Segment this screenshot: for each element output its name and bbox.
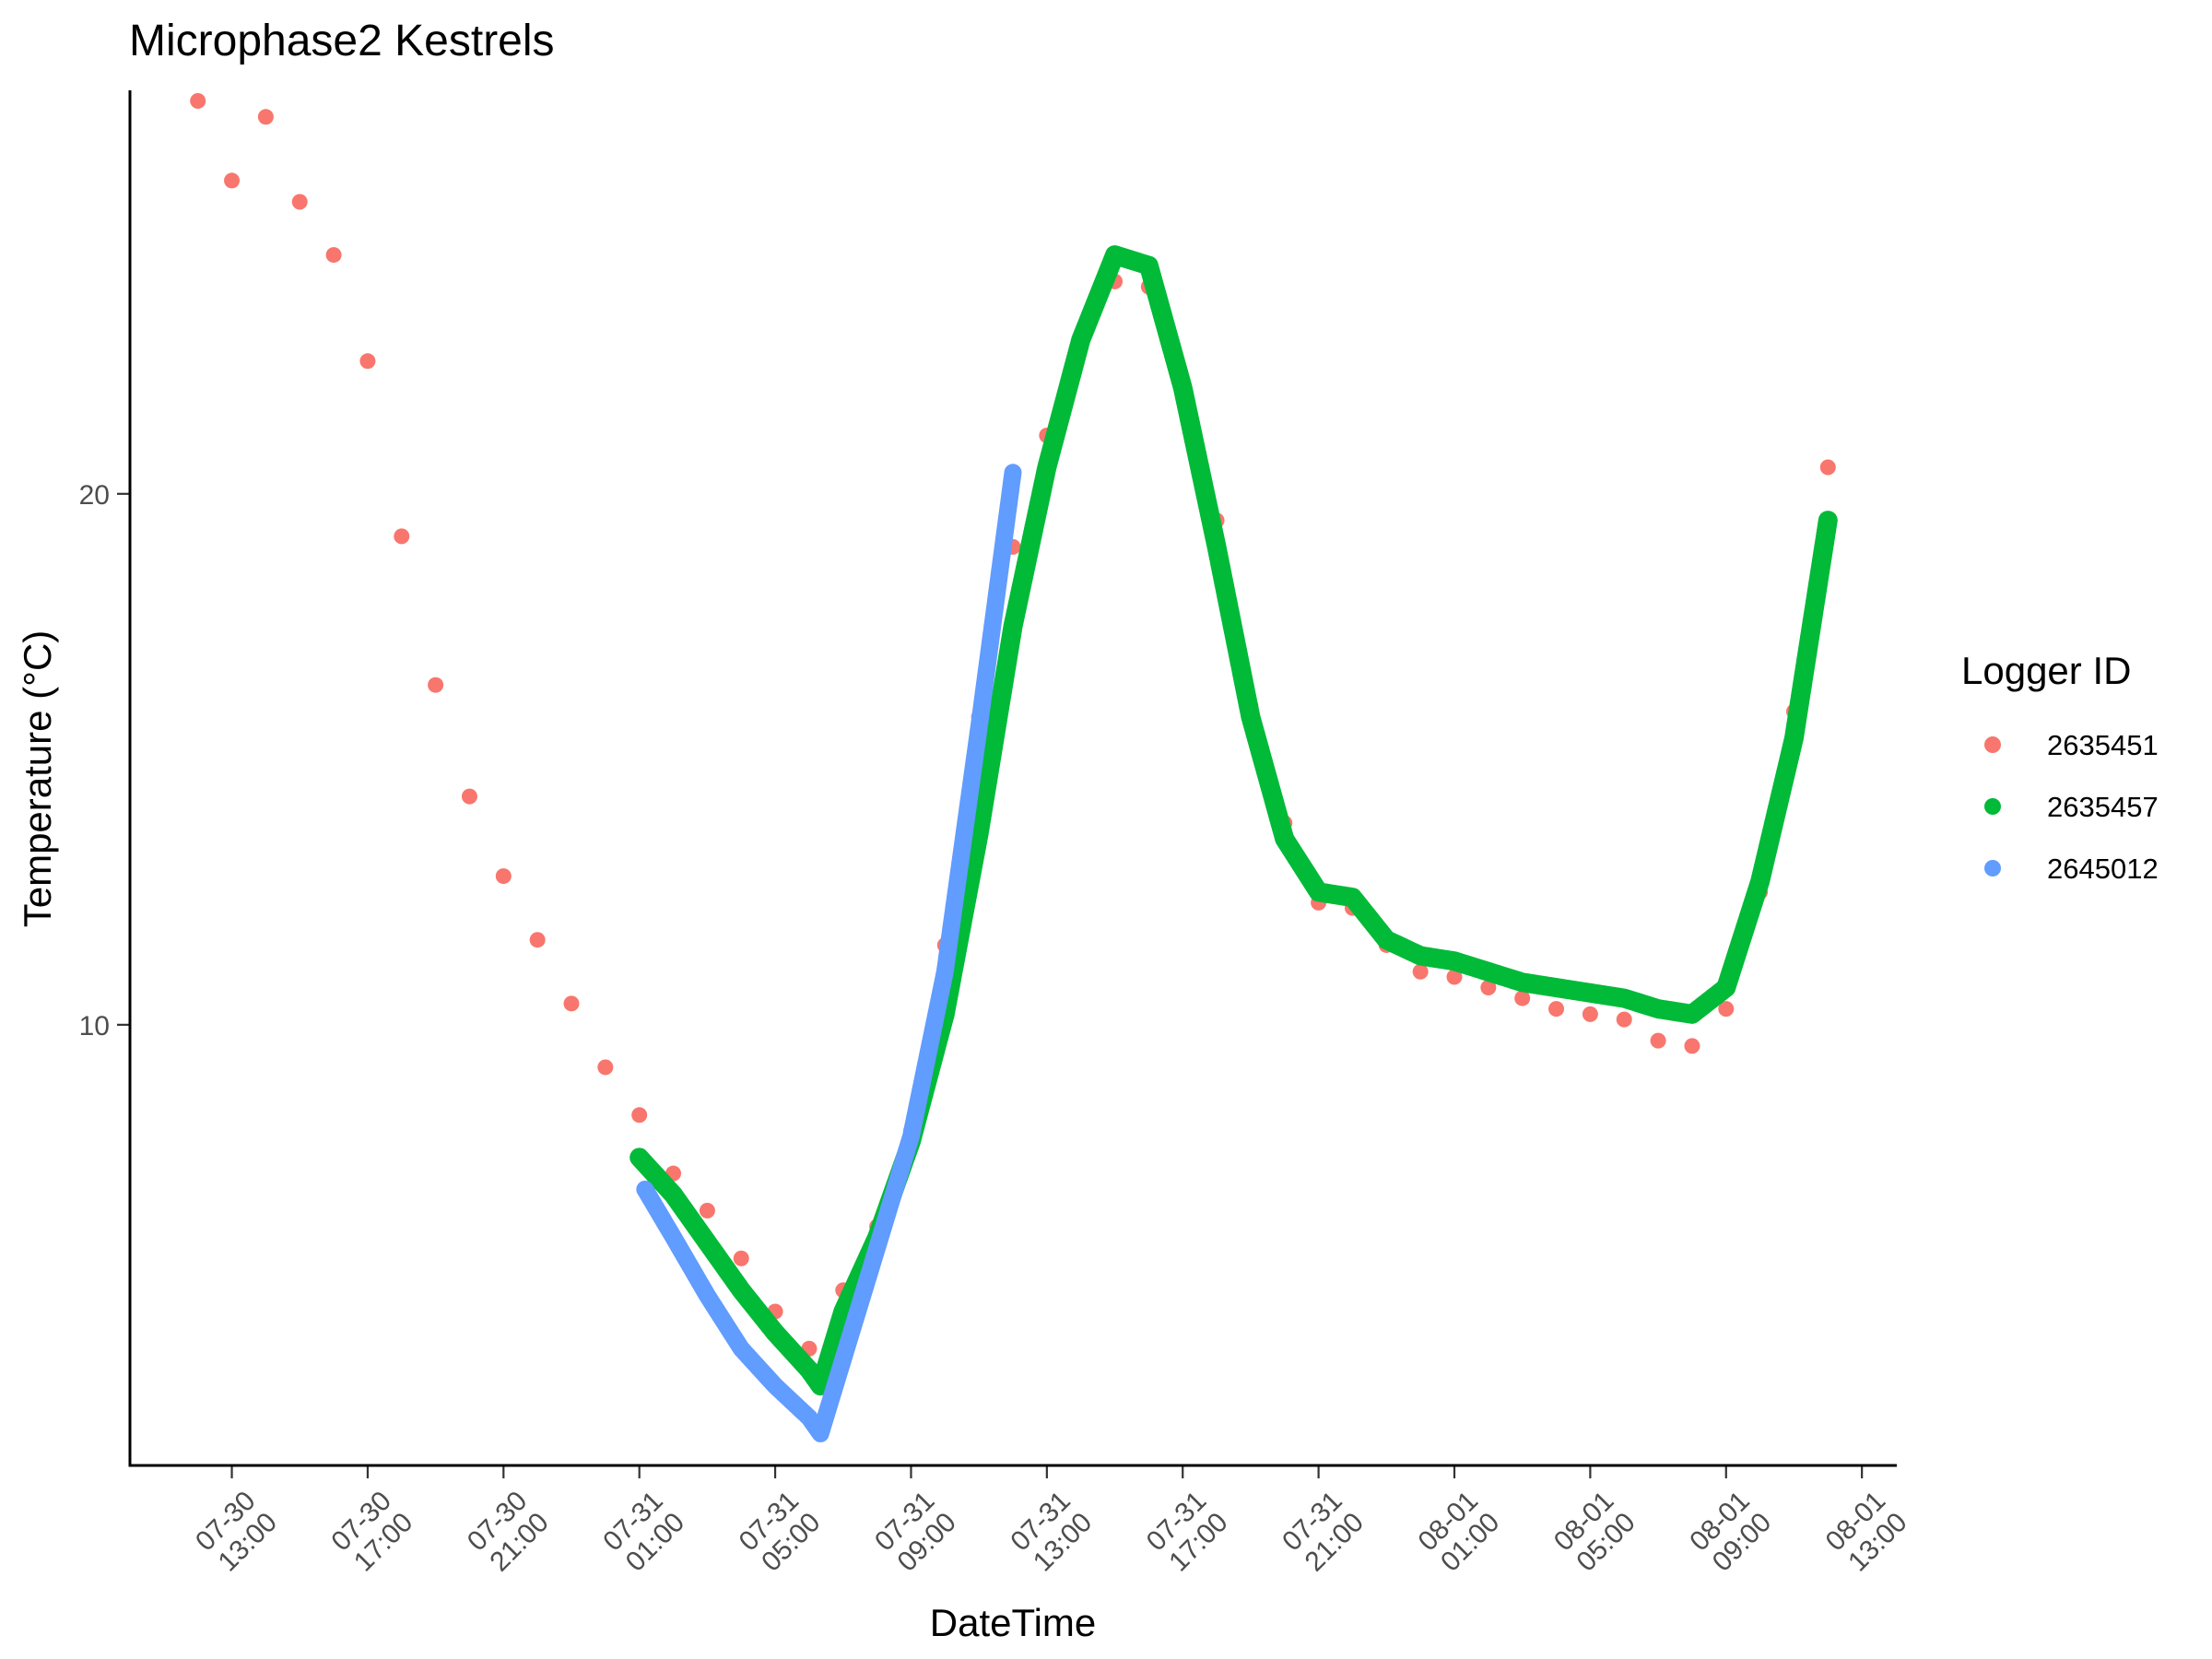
x-tick-label: 08-0101:00 (1412, 1486, 1505, 1579)
x-tick-label: 08-0113:00 (1820, 1486, 1913, 1579)
legend: 2635451 2635457 2645012 (1984, 729, 2159, 885)
data-point (733, 1250, 749, 1266)
series-2645012 (636, 464, 1022, 1442)
data-point (190, 93, 206, 110)
data-point (1548, 1001, 1565, 1018)
data-point (1480, 980, 1497, 996)
data-point (394, 528, 410, 545)
data-point (1004, 464, 1022, 482)
data-point (461, 788, 477, 805)
x-tick-label: 07-3113:00 (1005, 1486, 1098, 1579)
x-tick-label: 07-3017:00 (325, 1486, 418, 1579)
data-point (325, 247, 342, 264)
legend-title: Logger ID (1961, 649, 2131, 692)
x-tick-label: 08-0109:00 (1684, 1486, 1777, 1579)
legend-label: 2635451 (2047, 729, 2159, 761)
data-point (1650, 1032, 1666, 1049)
data-point (428, 677, 444, 693)
chart-title: Microphase2 Kestrels (129, 17, 555, 65)
legend-key (1984, 860, 2001, 877)
x-tick-label: 07-3117:00 (1141, 1486, 1234, 1579)
data-point (1684, 1038, 1700, 1054)
y-tick-label: 10 (79, 1011, 110, 1041)
data-point (563, 995, 580, 1012)
legend-label: 2645012 (2047, 853, 2159, 885)
x-axis-ticks: 07-3013:00 07-3017:00 07-3021:00 07-3101:00… (190, 1465, 1913, 1579)
y-tick-label: 20 (79, 480, 110, 511)
data-point (699, 1202, 715, 1218)
data-point (1514, 990, 1531, 1006)
x-axis-title: DateTime (930, 1601, 1097, 1644)
legend-key (1984, 736, 2001, 753)
data-point (291, 194, 308, 210)
data-point (224, 172, 241, 189)
x-tick-label: 07-3109:00 (869, 1486, 962, 1579)
series-2635457 (629, 245, 1838, 1396)
data-point (1446, 969, 1463, 985)
data-point (1582, 1006, 1598, 1022)
legend-key (1984, 798, 2001, 815)
x-tick-label: 07-3021:00 (462, 1486, 555, 1579)
data-point (1818, 511, 1838, 531)
x-tick-label: 07-3101:00 (597, 1486, 690, 1579)
data-point (1718, 1001, 1735, 1018)
data-point (1412, 963, 1429, 980)
x-tick-label: 07-3105:00 (734, 1486, 827, 1579)
x-tick-label: 07-3121:00 (1277, 1486, 1370, 1579)
data-point (359, 353, 376, 370)
data-point (495, 868, 512, 885)
data-point (1616, 1011, 1632, 1028)
data-point (1819, 459, 1836, 476)
x-tick-label: 08-0105:00 (1548, 1486, 1641, 1579)
plot-points (190, 93, 1838, 1442)
y-axis-title: Temperature (°C) (16, 630, 59, 928)
legend-label: 2635457 (2047, 791, 2159, 823)
data-point (597, 1059, 614, 1076)
data-point (631, 1107, 648, 1124)
data-point (529, 932, 546, 948)
y-axis-ticks: 10 20 (79, 480, 130, 1041)
x-tick-label: 07-3013:00 (190, 1486, 283, 1579)
series-2635451 (190, 93, 1836, 1357)
data-point (257, 109, 274, 125)
